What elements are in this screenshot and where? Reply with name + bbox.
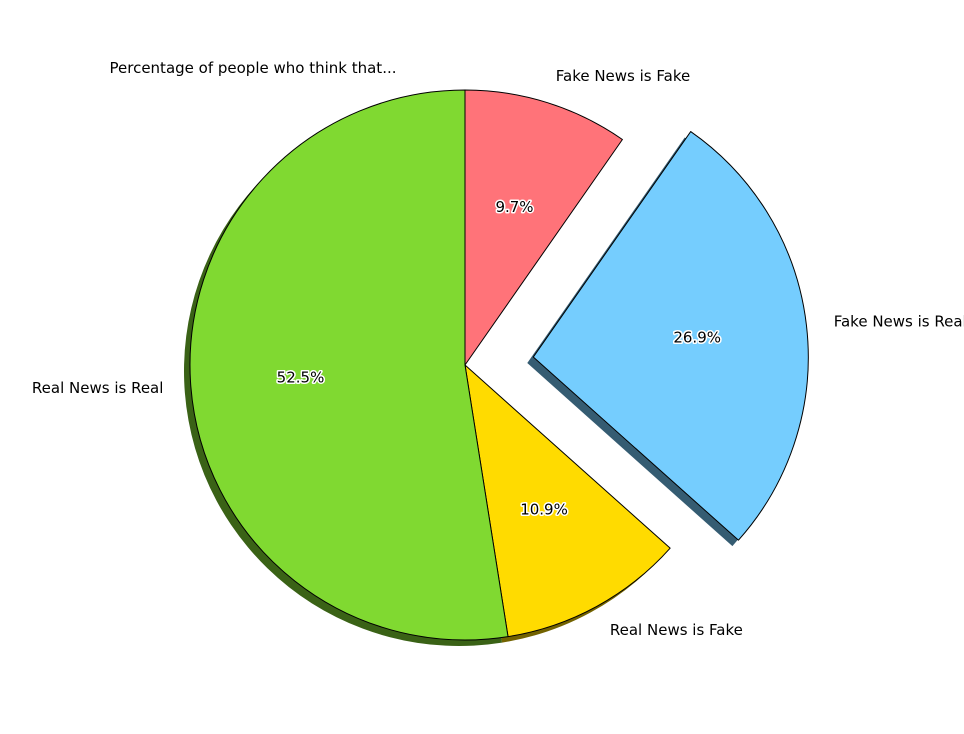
pie-slice <box>189 89 509 641</box>
slice-percent-label: 52.5% <box>277 368 325 386</box>
slice-category-label: Real News is Real <box>32 379 164 397</box>
slice-percent-labels: 9.7% 26.9% 10.9% 52.5% <box>275 197 722 520</box>
slice-labels: Fake News is Fake Fake News is Real Real N… <box>32 67 964 639</box>
slice-percent-label: 10.9% <box>520 500 568 518</box>
chart-title: Percentage of people who think that... <box>110 59 397 77</box>
pie-slice <box>532 131 809 541</box>
pie-slice <box>464 364 671 638</box>
slice-category-label: Fake News is Real <box>834 312 964 330</box>
pie-slices <box>189 89 809 641</box>
slice-category-label: Fake News is Fake <box>556 67 690 85</box>
pie-slice <box>464 89 623 366</box>
slice-category-label: Real News is Fake <box>610 621 743 639</box>
slice-percent-label: 26.9% <box>673 328 721 346</box>
slice-percent-label: 9.7% <box>495 198 533 216</box>
